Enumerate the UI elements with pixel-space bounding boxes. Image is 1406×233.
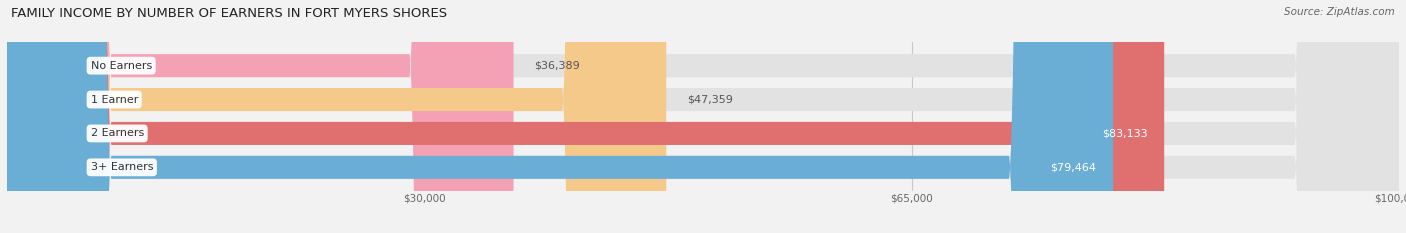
Text: $79,464: $79,464	[1050, 162, 1097, 172]
FancyBboxPatch shape	[7, 0, 1399, 233]
FancyBboxPatch shape	[7, 0, 1399, 233]
Text: $47,359: $47,359	[688, 95, 733, 105]
FancyBboxPatch shape	[7, 0, 513, 233]
Text: 2 Earners: 2 Earners	[90, 128, 143, 138]
FancyBboxPatch shape	[7, 0, 1399, 233]
Text: $83,133: $83,133	[1102, 128, 1147, 138]
FancyBboxPatch shape	[7, 0, 1164, 233]
FancyBboxPatch shape	[7, 0, 1399, 233]
Text: $36,389: $36,389	[534, 61, 581, 71]
Text: FAMILY INCOME BY NUMBER OF EARNERS IN FORT MYERS SHORES: FAMILY INCOME BY NUMBER OF EARNERS IN FO…	[11, 7, 447, 20]
Text: 3+ Earners: 3+ Earners	[90, 162, 153, 172]
FancyBboxPatch shape	[7, 0, 666, 233]
Text: 1 Earner: 1 Earner	[90, 95, 138, 105]
Text: No Earners: No Earners	[90, 61, 152, 71]
FancyBboxPatch shape	[7, 0, 1114, 233]
Text: Source: ZipAtlas.com: Source: ZipAtlas.com	[1284, 7, 1395, 17]
